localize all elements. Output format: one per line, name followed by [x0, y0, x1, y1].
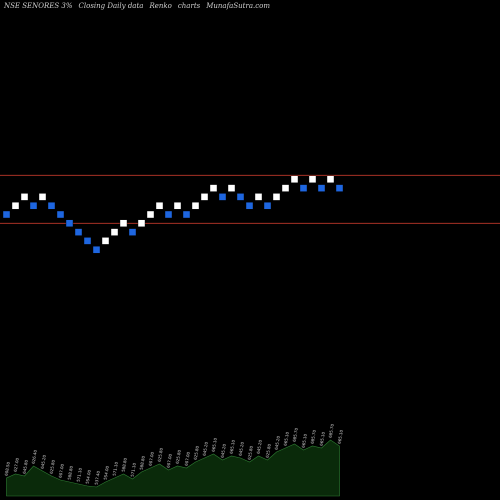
brick-up [254, 193, 263, 201]
brick-down [92, 245, 101, 254]
reference-lines [0, 174, 500, 224]
brick-up [227, 184, 236, 192]
volume-label: 607.00 [166, 453, 173, 468]
volume-label: 625.80 [49, 459, 56, 474]
volume-label: 588.80 [121, 457, 128, 472]
brick-down [317, 184, 326, 192]
brick-down [128, 228, 137, 236]
brick-up [326, 175, 335, 184]
brick-down [29, 201, 38, 210]
chart-header: NSE SENORES 3% Closing Daily data Renko cha… [4, 2, 276, 10]
brick-down [83, 237, 92, 245]
volume-label: 645.80 [22, 459, 29, 474]
volume-path [6, 439, 340, 497]
brick-down [335, 184, 344, 192]
volume-label: 645.20 [274, 435, 281, 450]
brick-up [290, 175, 299, 184]
volume-label: 554.00 [85, 469, 92, 484]
volume-label: 665.10 [211, 437, 218, 452]
volume-label: 554.00 [103, 465, 110, 480]
volume-label: 645.20 [40, 454, 47, 469]
brick-down [74, 228, 83, 236]
volume-area [6, 439, 340, 497]
volume-label: 537.40 [94, 470, 101, 485]
brick-down [236, 193, 245, 201]
volume-label: 665.10 [229, 439, 236, 454]
brick-up [173, 201, 182, 210]
volume-label: 607.00 [58, 463, 65, 478]
brick-series [2, 175, 344, 254]
volume-label: 571.10 [130, 462, 137, 477]
volume-label: 665.10 [337, 429, 344, 444]
brick-down [164, 210, 173, 219]
charts-word: charts [177, 2, 201, 10]
tagline-label: Closing Daily data [78, 2, 144, 10]
volume-label: 627.00 [13, 457, 20, 472]
volume-label: 645.20 [256, 439, 263, 454]
volume-label: 685.70 [328, 423, 335, 438]
brick-down [299, 184, 308, 192]
brick-up [119, 219, 128, 228]
brick-up [155, 201, 164, 210]
site-label: MunafaSutra.com [206, 2, 270, 10]
brick-up [272, 193, 281, 201]
brick-up [20, 193, 29, 201]
brick-down [56, 210, 65, 219]
brick-down [263, 201, 272, 210]
volume-label: 625.80 [193, 445, 200, 460]
volume-label: 607.00 [148, 451, 155, 466]
chart-kind-label: Renko [149, 2, 172, 10]
brick-up [200, 193, 209, 201]
brick-up [281, 184, 290, 192]
brick-down [2, 210, 11, 219]
volume-label: 626.40 [31, 449, 38, 464]
brick-up [110, 228, 119, 236]
brick-up [11, 201, 20, 210]
volume-label: 685.70 [310, 429, 317, 444]
volume-label: 571.10 [76, 467, 83, 482]
brick-down [218, 193, 227, 201]
volume-label: 645.20 [238, 441, 245, 456]
brick-up [101, 237, 110, 245]
brick-up [191, 201, 200, 210]
volume-label: 645.20 [220, 443, 227, 458]
brick-up [209, 184, 218, 192]
brick-down [245, 201, 254, 210]
brick-up [308, 175, 317, 184]
brick-up [137, 219, 146, 228]
symbol-label: NSE SENORES 3% [4, 2, 73, 10]
brick-up [38, 193, 47, 201]
volume-label: 665.10 [283, 431, 290, 446]
brick-down [182, 210, 191, 219]
volume-label: 607.00 [184, 451, 191, 466]
volume-label: 608.50 [4, 461, 11, 476]
volume-label: 588.80 [139, 455, 146, 470]
brick-up [146, 210, 155, 219]
volume-label: 625.80 [157, 447, 164, 462]
volume-label: 571.10 [112, 461, 119, 476]
volume-label: 665.10 [301, 433, 308, 448]
volume-label: 685.70 [292, 427, 299, 442]
volume-label: 588.80 [67, 465, 74, 480]
volume-label: 625.80 [175, 449, 182, 464]
volume-label: 665.10 [319, 431, 326, 446]
brick-down [47, 201, 56, 210]
volume-label: 625.80 [265, 443, 272, 458]
volume-label: 645.20 [202, 441, 209, 456]
brick-down [65, 219, 74, 228]
volume-label: 625.80 [247, 445, 254, 460]
